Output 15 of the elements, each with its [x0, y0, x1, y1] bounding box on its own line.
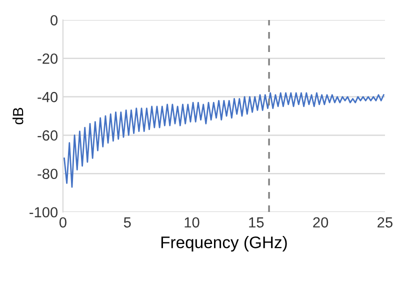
y-tick-label: -40 [38, 92, 58, 102]
x-tick-label: 25 [378, 217, 392, 228]
x-tick-label: 15 [249, 217, 264, 228]
y-tick-label: -80 [38, 168, 58, 180]
y-axis-title: dB [12, 108, 24, 124]
x-axis-title: Frequency (GHz) [161, 236, 287, 252]
y-tick-label: -20 [38, 54, 58, 64]
y-tick-label: -60 [38, 130, 58, 141]
x-tick-label: 10 [184, 217, 200, 228]
y-tick-label: 0 [50, 15, 58, 26]
y-tick-label: -100 [30, 207, 58, 218]
x-tick-label: 20 [313, 217, 328, 228]
x-tick-label: 5 [124, 217, 131, 228]
line-series [64, 92, 384, 188]
x-tick-label: 0 [59, 217, 66, 228]
